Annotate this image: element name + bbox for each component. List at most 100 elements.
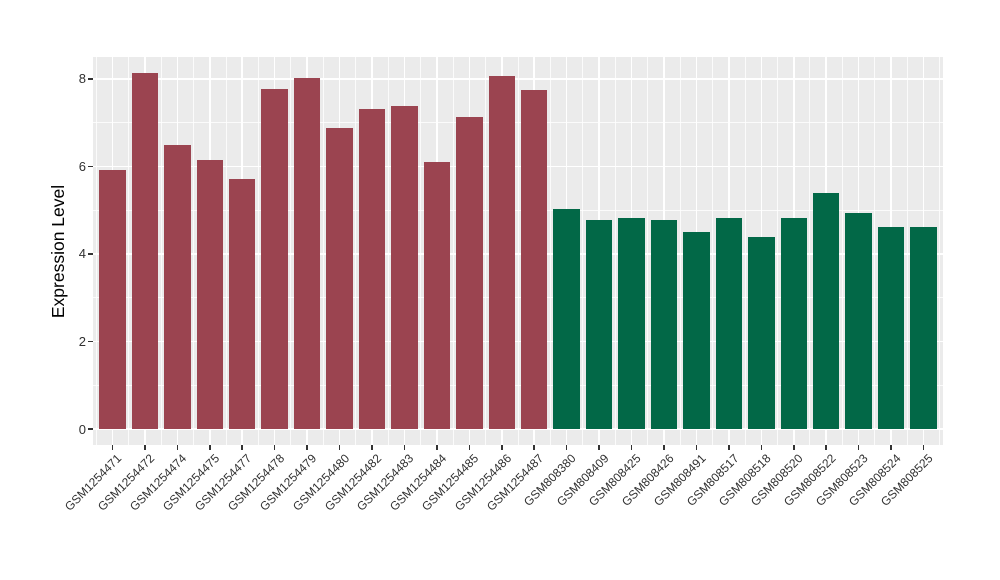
bar-GSM808409	[585, 220, 613, 429]
gridline-vertical-minor	[322, 57, 324, 445]
x-tick-mark	[306, 445, 308, 450]
x-tick-mark	[176, 445, 179, 450]
gridline-vertical-minor	[582, 57, 584, 445]
bar-GSM1254475	[196, 159, 224, 429]
gridline-vertical-minor	[809, 57, 811, 445]
x-tick-mark	[857, 445, 860, 450]
y-tick-label: 2	[78, 333, 86, 349]
bar-GSM1254474	[164, 144, 191, 429]
x-tick-mark	[663, 445, 665, 450]
bar-GSM1254484	[423, 162, 451, 429]
x-tick-mark	[436, 445, 438, 450]
gridline-vertical-minor	[257, 57, 259, 445]
x-tick-mark	[890, 445, 892, 450]
bar-GSM1254480	[326, 128, 353, 429]
x-tick-mark	[371, 445, 373, 450]
gridline-horizontal-major	[93, 165, 943, 168]
bar-GSM808517	[715, 218, 743, 429]
x-tick-mark	[209, 445, 211, 450]
bar-GSM808491	[683, 232, 710, 429]
y-tick-label: 0	[78, 421, 86, 437]
gridline-horizontal-minor	[93, 209, 943, 211]
gridline-vertical-minor	[193, 57, 195, 445]
x-tick-mark	[501, 445, 503, 450]
gridline-horizontal-minor	[93, 297, 943, 299]
bar-GSM1254477	[228, 178, 256, 429]
y-tick-mark	[88, 428, 93, 430]
bar-GSM1254486	[488, 76, 516, 429]
y-tick-mark	[88, 165, 93, 168]
bar-GSM808522	[812, 192, 840, 429]
x-tick-mark	[338, 445, 341, 450]
x-tick-mark	[598, 445, 600, 450]
x-tick-mark	[111, 445, 114, 450]
y-tick-mark	[88, 78, 93, 80]
bar-GSM1254478	[261, 88, 288, 429]
x-tick-mark	[241, 445, 243, 450]
gridline-horizontal-major	[93, 340, 943, 343]
gridline-horizontal-minor	[93, 384, 943, 386]
plot-panel	[93, 57, 943, 445]
y-tick-mark	[88, 340, 93, 343]
x-tick-mark	[922, 445, 925, 450]
gridline-vertical-minor	[777, 57, 779, 445]
gridline-vertical-minor	[712, 57, 714, 445]
bar-GSM808523	[845, 212, 872, 429]
bar-GSM808426	[650, 220, 678, 429]
gridline-vertical-minor	[614, 57, 616, 445]
gridline-vertical-minor	[452, 57, 454, 445]
gridline-vertical-minor	[355, 57, 357, 445]
x-tick-mark	[825, 445, 827, 450]
gridline-horizontal-major	[93, 428, 943, 430]
y-tick-label: 6	[78, 158, 86, 174]
gridline-vertical-minor	[95, 57, 97, 445]
gridline-horizontal-minor	[93, 122, 943, 124]
gridline-vertical-minor	[128, 57, 130, 445]
y-tick-label: 4	[78, 246, 86, 262]
gridline-vertical-minor	[679, 57, 681, 445]
x-tick-mark	[695, 445, 698, 450]
gridline-vertical-minor	[517, 57, 519, 445]
x-tick-mark	[144, 445, 146, 450]
gridline-horizontal-major	[93, 253, 943, 255]
x-tick-mark	[630, 445, 633, 450]
x-tick-mark	[403, 445, 406, 450]
gridline-vertical-minor	[420, 57, 422, 445]
bar-GSM808524	[877, 227, 905, 429]
gridline-horizontal-major	[93, 78, 943, 80]
x-tick-mark	[728, 445, 730, 450]
bar-GSM1254485	[456, 117, 483, 429]
y-tick-label: 8	[78, 71, 86, 87]
bar-GSM1254487	[520, 89, 548, 429]
bar-GSM1254482	[358, 109, 386, 429]
bar-GSM808380	[553, 208, 580, 429]
bar-GSM1254471	[99, 170, 126, 429]
gridline-vertical-minor	[874, 57, 876, 445]
gridline-vertical-minor	[485, 57, 487, 445]
y-tick-mark	[88, 253, 93, 255]
gridline-vertical-minor	[939, 57, 941, 445]
gridline-vertical-minor	[647, 57, 649, 445]
x-tick-mark	[760, 445, 763, 450]
bar-GSM1254472	[131, 73, 159, 429]
gridline-vertical-minor	[387, 57, 389, 445]
bar-GSM808425	[618, 218, 645, 429]
bar-GSM808520	[780, 217, 807, 429]
bar-GSM808525	[910, 226, 937, 429]
x-tick-mark	[565, 445, 568, 450]
gridline-vertical-minor	[160, 57, 162, 445]
gridline-vertical-minor	[549, 57, 551, 445]
gridline-vertical-minor	[290, 57, 292, 445]
x-tick-mark	[468, 445, 471, 450]
bar-GSM1254479	[293, 77, 321, 429]
x-tick-mark	[793, 445, 795, 450]
x-tick-mark	[273, 445, 276, 450]
gridline-vertical-minor	[906, 57, 908, 445]
gridline-vertical-minor	[744, 57, 746, 445]
bar-GSM1254483	[391, 106, 418, 429]
gridline-vertical-minor	[225, 57, 227, 445]
x-tick-mark	[533, 445, 535, 450]
bar-GSM808518	[748, 237, 775, 429]
gridline-vertical-minor	[841, 57, 843, 445]
